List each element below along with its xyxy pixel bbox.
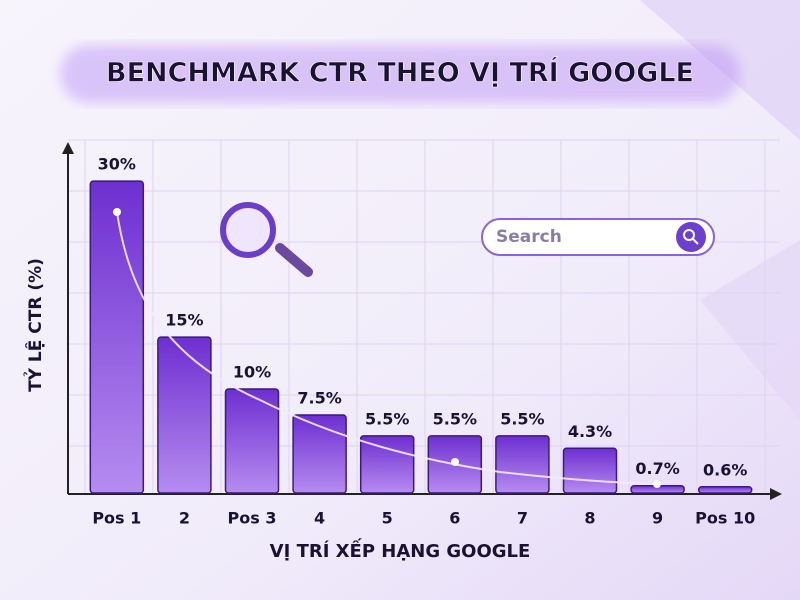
x-tick-label: 8 (584, 509, 595, 528)
search-box[interactable]: Search (481, 218, 715, 256)
x-tick-label: 5 (382, 509, 393, 528)
curve-dot (653, 480, 661, 488)
value-label: 5.5% (365, 409, 409, 428)
curve-dot (451, 458, 459, 466)
x-tick-label: Pos 1 (92, 509, 141, 528)
value-label: 0.6% (703, 460, 747, 479)
curve-dot (113, 208, 121, 216)
bar (697, 486, 753, 494)
x-axis-label: VỊ TRÍ XẾP HẠNG GOOGLE (270, 538, 531, 562)
value-label: 15% (165, 311, 203, 330)
bar (89, 180, 145, 494)
value-label: 4.3% (568, 422, 612, 441)
x-axis-arrow (770, 488, 782, 500)
chart-title: BENCHMARK CTR THEO VỊ TRÍ GOOGLE (106, 57, 694, 89)
value-label: 30% (98, 155, 136, 174)
y-axis-label: TỶ LỆ CTR (%) (23, 258, 46, 392)
decor (700, 240, 800, 420)
bar (562, 447, 618, 494)
x-tick-label: 9 (652, 509, 663, 528)
x-tick-label: 2 (179, 509, 190, 528)
magnifier-icon (220, 202, 313, 277)
x-tick-label: Pos 3 (228, 509, 277, 528)
value-label: 7.5% (297, 389, 341, 408)
value-label: 10% (233, 363, 271, 382)
value-label: 0.7% (635, 459, 679, 478)
bar (359, 435, 415, 494)
search-placeholder: Search (496, 227, 562, 247)
bar (157, 336, 212, 494)
trend-curve (116, 211, 658, 485)
value-label: 5.5% (433, 409, 477, 428)
y-axis-arrow (62, 142, 74, 154)
title-glow (60, 45, 740, 103)
x-tick-label: 6 (449, 509, 460, 528)
x-tick-label: Pos 10 (695, 509, 755, 528)
x-tick-label: 4 (314, 509, 325, 528)
bar (495, 435, 550, 494)
value-label: 5.5% (500, 409, 544, 428)
bar (224, 388, 280, 494)
bar (292, 414, 347, 494)
x-tick-label: 7 (517, 509, 528, 528)
